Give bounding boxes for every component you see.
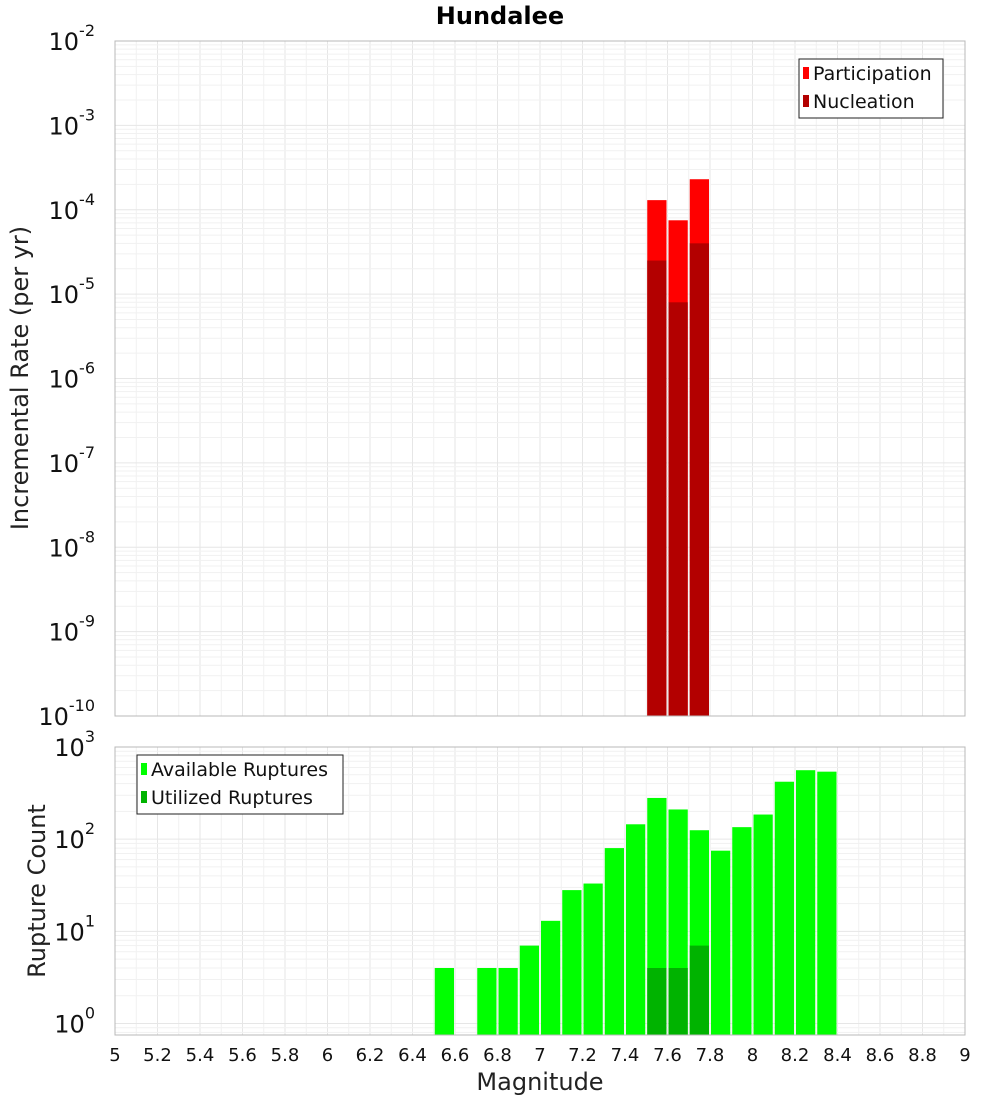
x-tick-label: 7 xyxy=(534,1045,545,1066)
x-tick-label: 8.2 xyxy=(781,1045,810,1066)
rate-bar-nucleation xyxy=(647,260,667,716)
y-tick-label: 101 xyxy=(54,911,95,946)
count-bar-available-ruptures xyxy=(519,945,539,1035)
legend-swatch xyxy=(803,95,809,107)
x-tick-label: 5.2 xyxy=(143,1045,172,1066)
y-tick-label: 102 xyxy=(54,819,95,854)
rupture-count-plot-frame xyxy=(114,746,966,1036)
chart-title: Hundalee xyxy=(436,2,564,30)
rate-y-axis-label: Incremental Rate (per yr) xyxy=(6,226,34,530)
y-tick-label: 103 xyxy=(54,727,95,762)
y-tick-label: 10-4 xyxy=(49,190,96,225)
rate-bars xyxy=(647,179,709,717)
y-tick-label: 10-3 xyxy=(49,105,96,140)
count-bar-utilized-ruptures xyxy=(689,945,709,1035)
rate-bar-nucleation xyxy=(689,243,709,717)
legend-label: Utilized Ruptures xyxy=(151,787,313,809)
legend-label: Available Ruptures xyxy=(151,759,328,781)
y-tick-label: 10-6 xyxy=(49,359,96,394)
count-bar-available-ruptures xyxy=(562,890,582,1035)
x-tick-label: 8 xyxy=(747,1045,758,1066)
count-bar-available-ruptures xyxy=(583,883,603,1035)
x-tick-label: 8.4 xyxy=(823,1045,852,1066)
x-tick-label: 7.8 xyxy=(696,1045,725,1066)
x-tick-label: 5.8 xyxy=(271,1045,300,1066)
rate-bar-nucleation xyxy=(668,302,688,716)
rupture-count-y-ticks: 100 101 102 103 xyxy=(54,727,95,1038)
count-bar-available-ruptures xyxy=(626,824,646,1035)
rate-legend: Participation Nucleation xyxy=(798,58,944,119)
legend-swatch xyxy=(803,67,809,79)
x-tick-label: 8.6 xyxy=(866,1045,895,1066)
x-tick-label: 5.6 xyxy=(228,1045,257,1066)
rate-y-ticks: 10-10 10-9 10-8 10-7 10-6 10-5 10-4 10-3 10-2 xyxy=(38,21,95,731)
x-tick-label: 7.4 xyxy=(611,1045,640,1066)
count-bar-available-ruptures xyxy=(774,781,794,1035)
x-tick-label: 7.6 xyxy=(653,1045,682,1066)
rupture-count-legend: Available Ruptures Utilized Ruptures xyxy=(136,754,344,815)
legend-box xyxy=(798,58,944,119)
x-tick-label: 6.2 xyxy=(356,1045,385,1066)
x-tick-label: 9 xyxy=(959,1045,970,1066)
y-tick-label: 10-5 xyxy=(49,274,96,309)
x-axis-ticks: 5 5.2 5.4 5.6 5.8 6 6.2 6.4 6.6 6.8 7 7.2 7.4 7.6 7.8 8… xyxy=(109,1045,970,1066)
x-tick-label: 5.4 xyxy=(186,1045,215,1066)
legend-swatch xyxy=(141,791,147,803)
y-tick-label: 10-10 xyxy=(38,696,95,731)
x-tick-label: 6.8 xyxy=(483,1045,512,1066)
x-axis-label: Magnitude xyxy=(476,1068,603,1096)
y-tick-label: 10-7 xyxy=(49,443,96,478)
rate-panel: 10-10 10-9 10-8 10-7 10-6 10-5 10-4 10-3 10-2 In… xyxy=(6,21,966,731)
x-tick-label: 6.6 xyxy=(441,1045,470,1066)
y-tick-label: 10-9 xyxy=(49,612,96,647)
legend-box xyxy=(136,754,344,815)
rate-grid xyxy=(114,40,966,717)
y-tick-label: 10-2 xyxy=(49,21,96,56)
count-bar-available-ruptures xyxy=(434,967,454,1035)
x-tick-label: 6.4 xyxy=(398,1045,427,1066)
count-bar-available-ruptures xyxy=(498,967,518,1035)
rate-plot-frame xyxy=(114,40,966,717)
count-bar-available-ruptures xyxy=(541,920,561,1035)
count-bar-utilized-ruptures xyxy=(647,967,667,1035)
count-bar-available-ruptures xyxy=(817,771,837,1035)
count-bar-available-ruptures xyxy=(796,770,816,1035)
count-bar-utilized-ruptures xyxy=(668,967,688,1035)
y-tick-label: 100 xyxy=(54,1003,95,1038)
y-tick-label: 10-8 xyxy=(49,527,96,562)
count-bar-available-ruptures xyxy=(732,827,752,1035)
x-tick-label: 6 xyxy=(322,1045,333,1066)
x-tick-label: 8.8 xyxy=(908,1045,937,1066)
count-bar-available-ruptures xyxy=(753,814,773,1035)
rupture-count-y-axis-label: Rupture Count xyxy=(23,804,51,978)
count-bar-available-ruptures xyxy=(477,967,497,1035)
x-tick-label: 5 xyxy=(109,1045,120,1066)
count-bar-available-ruptures xyxy=(604,848,624,1035)
x-tick-label: 7.2 xyxy=(568,1045,597,1066)
legend-label: Nucleation xyxy=(813,91,915,113)
legend-label: Participation xyxy=(813,63,932,85)
rupture-count-bars xyxy=(434,770,837,1035)
count-bar-available-ruptures xyxy=(711,850,731,1035)
legend-swatch xyxy=(141,763,147,775)
rupture-count-panel: 100 101 102 103 Rupture Count Available Rup… xyxy=(23,727,966,1038)
